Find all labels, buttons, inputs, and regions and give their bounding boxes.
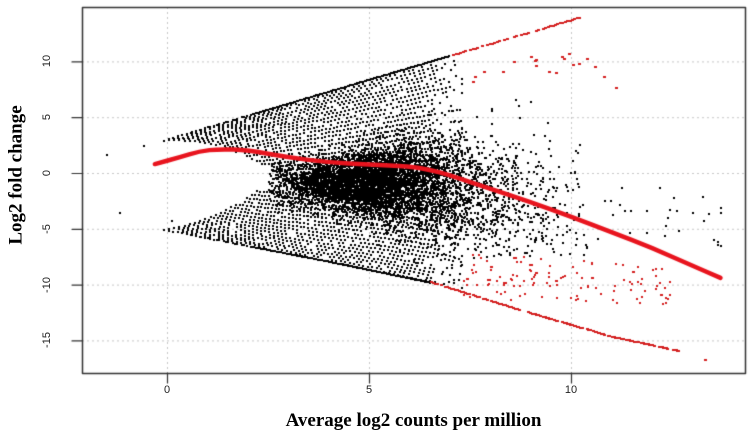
y-tick-label-text: -15 xyxy=(41,332,53,349)
y-tick-label-text: 5 xyxy=(41,114,53,121)
y-tick-label: 10 xyxy=(40,46,54,76)
y-axis-title: Log2 fold change xyxy=(4,60,30,290)
y-tick-label-text: 10 xyxy=(41,55,53,68)
x-tick-label: 0 xyxy=(163,384,171,396)
y-tick-label: 5 xyxy=(40,102,54,132)
y-tick-label-text: 0 xyxy=(41,169,53,177)
y-axis-title-text: Log2 fold change xyxy=(6,105,28,245)
y-tick-label: -10 xyxy=(40,270,54,300)
x-axis-title: Average log2 counts per million xyxy=(285,410,542,431)
y-tick-label: -15 xyxy=(40,325,54,355)
x-tick-label: 5 xyxy=(365,384,373,396)
y-tick-label-text: -10 xyxy=(41,276,53,293)
x-tick-label: 10 xyxy=(564,384,578,396)
y-tick-label: 0 xyxy=(40,158,54,188)
y-tick-label: -5 xyxy=(40,214,54,244)
y-tick-label-text: -5 xyxy=(41,223,53,234)
